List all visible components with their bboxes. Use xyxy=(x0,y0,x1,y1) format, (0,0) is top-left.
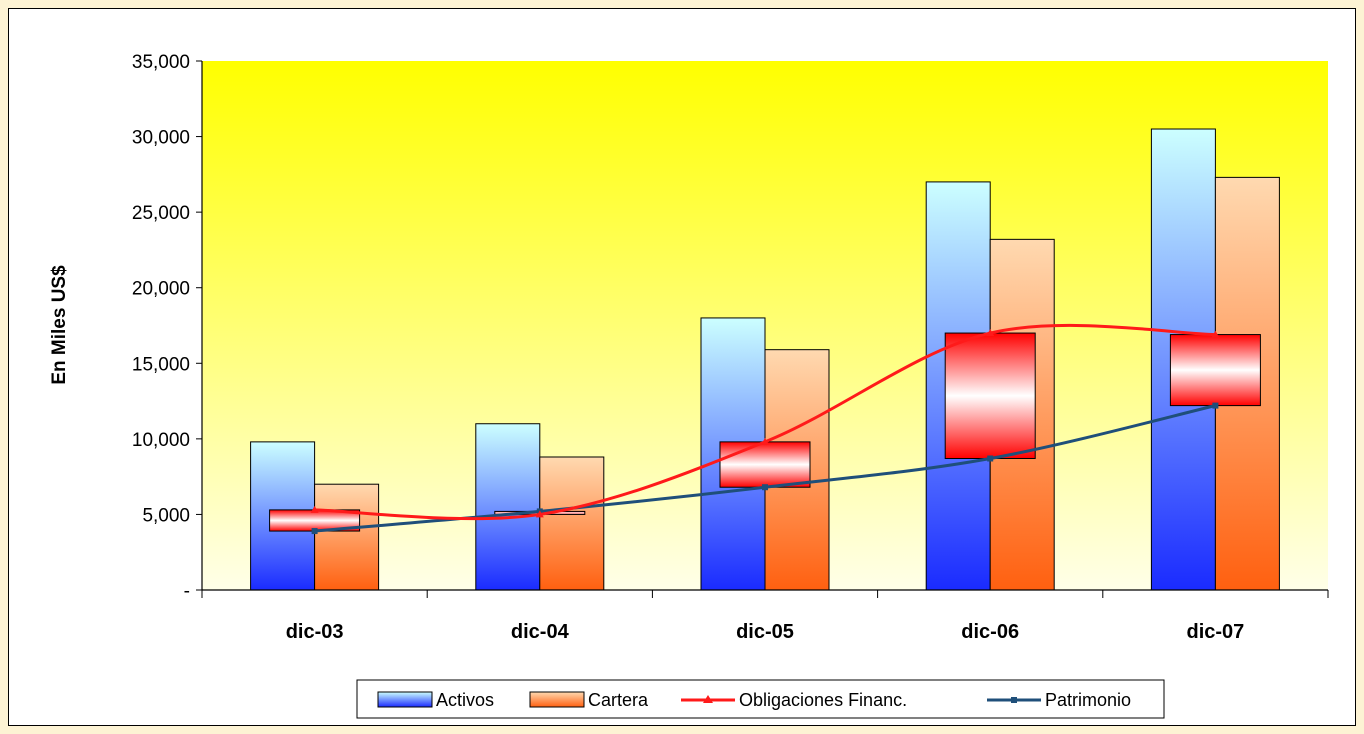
y-ticks: 35,000 30,000 25,000 20,000 15,000 10,000 5,00… xyxy=(132,52,202,602)
legend-label-activos: Activos xyxy=(436,690,494,710)
chart: 35,000 30,000 25,000 20,000 15,000 10,000 5,00… xyxy=(49,52,1329,719)
point-patrimonio-dic-05 xyxy=(762,484,768,491)
bar-activos-dic-04 xyxy=(475,423,541,591)
x-tick-label: dic-04 xyxy=(511,621,570,643)
box-dic-05 xyxy=(719,441,811,488)
x-tick-label: dic-06 xyxy=(961,621,1019,643)
y-tick-label: 5,000 xyxy=(142,505,190,526)
y-axis-title: En Miles US$ xyxy=(49,265,70,385)
high-low-boxes xyxy=(269,332,1261,532)
point-patrimonio-dic-07 xyxy=(1212,402,1219,409)
point-obligaciones-dic-04 xyxy=(535,510,544,518)
y-tick-label: 10,000 xyxy=(132,430,190,451)
legend-marker-patrimonio xyxy=(1011,697,1017,703)
x-tick-label: dic-05 xyxy=(736,621,794,643)
y-tick-label: 20,000 xyxy=(132,279,190,300)
legend: Activos Cartera Obligaciones Financ. Pat… xyxy=(356,679,1165,719)
y-tick-label: 25,000 xyxy=(132,203,190,224)
y-tick-label: - xyxy=(184,581,190,602)
chart-frame: 35,000 30,000 25,000 20,000 15,000 10,000 5,00… xyxy=(8,8,1356,726)
point-patrimonio-dic-06 xyxy=(987,455,994,462)
y-tick-label: 30,000 xyxy=(132,128,190,149)
legend-marker-obligaciones xyxy=(703,695,713,703)
box-dic-07 xyxy=(1169,334,1261,407)
point-obligaciones-dic-05 xyxy=(761,437,769,445)
x-tick-label: dic-07 xyxy=(1186,621,1244,643)
bar-cartera-dic-03 xyxy=(314,483,380,591)
legend-label-cartera: Cartera xyxy=(588,690,649,710)
y-tick-label: 15,000 xyxy=(132,354,190,375)
legend-swatch-cartera xyxy=(529,691,585,708)
bar-cartera-dic-04 xyxy=(539,456,605,591)
legend-label-patrimonio: Patrimonio xyxy=(1045,690,1131,710)
box-dic-06 xyxy=(944,332,1036,460)
point-obligaciones-dic-03 xyxy=(310,505,319,513)
y-tick-label: 35,000 xyxy=(132,52,190,73)
point-obligaciones-dic-07 xyxy=(1211,330,1220,338)
x-tick-label: dic-03 xyxy=(286,621,344,643)
lines-layer xyxy=(310,323,1220,535)
x-ticks: dic-03 dic-04 dic-05 dic-06 dic-07 xyxy=(201,590,1329,643)
legend-label-obligaciones: Obligaciones Financ. xyxy=(739,690,907,710)
legend-swatch-activos xyxy=(377,691,433,708)
point-obligaciones-dic-06 xyxy=(986,329,995,337)
point-patrimonio-dic-03 xyxy=(311,528,318,535)
